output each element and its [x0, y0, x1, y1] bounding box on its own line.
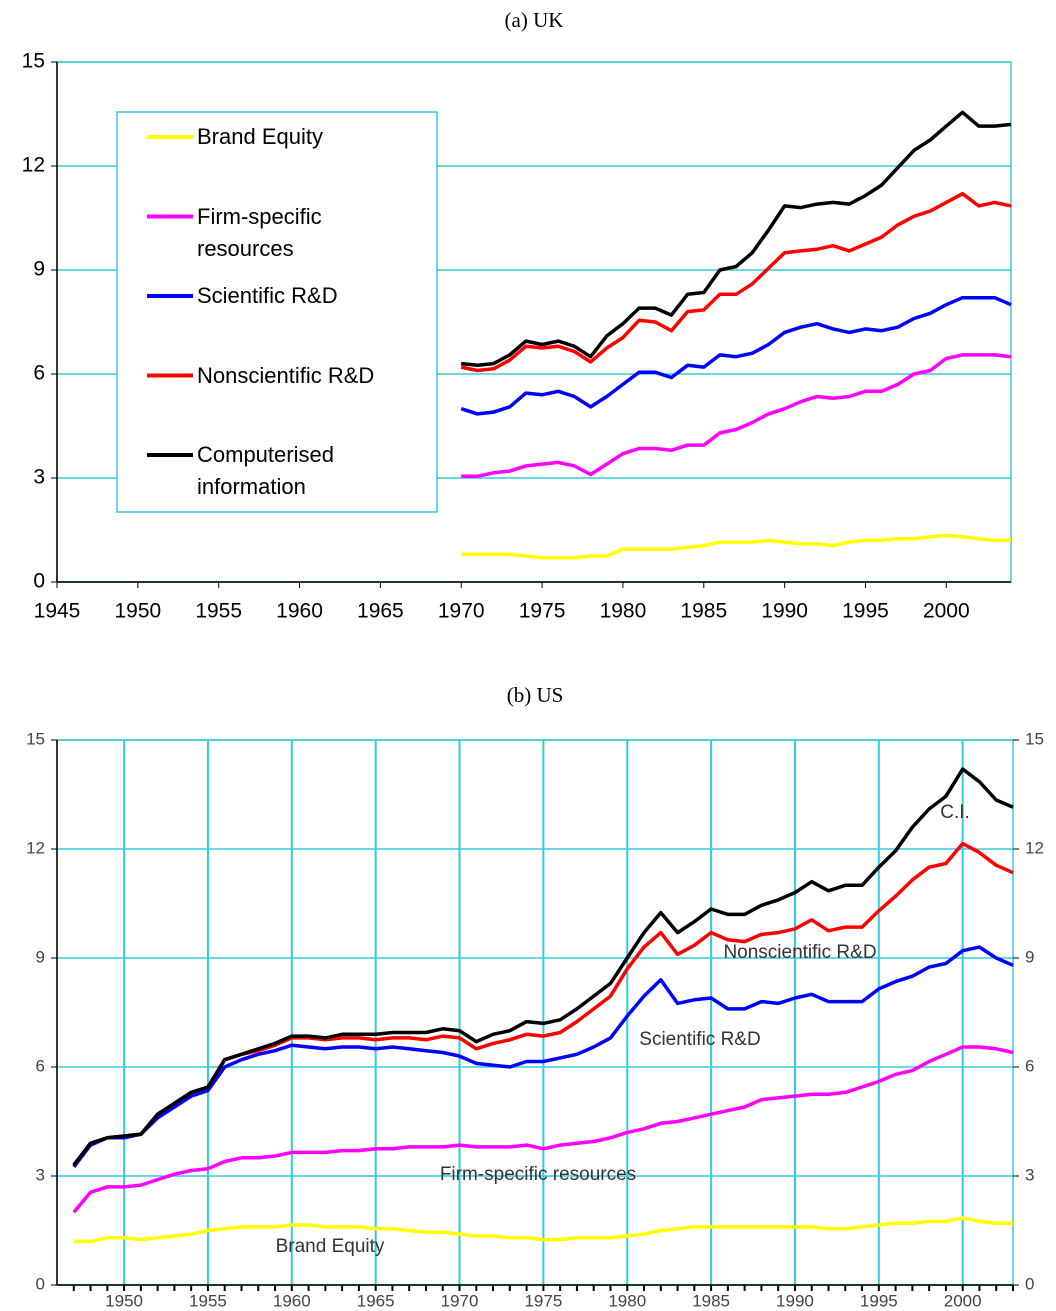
series-label: Firm-specific resources	[440, 1164, 636, 1185]
y-tick-label: 9	[36, 947, 45, 966]
legend-label: Firm-specific resources	[197, 203, 322, 261]
legend-label: Nonscientific R&D	[197, 362, 375, 388]
x-tick-label: 1985	[680, 600, 727, 623]
x-tick-label: 1975	[524, 1291, 562, 1310]
series-line	[72, 945, 1014, 1168]
y-tick-label: 0	[36, 1274, 45, 1293]
x-tick-label: 2000	[923, 600, 970, 623]
series-line	[72, 767, 1014, 1167]
legend-label: Scientific R&D	[197, 283, 338, 308]
y-tick-label: 15	[26, 729, 45, 748]
x-tick-label: 1975	[519, 600, 566, 623]
plot-area	[56, 739, 1014, 1286]
y2-tick-label: 6	[1025, 1056, 1034, 1075]
x-tick-label: 2000	[944, 1291, 982, 1310]
series-label: Scientific R&D	[639, 1029, 760, 1050]
x-tick-label: 1945	[34, 600, 81, 623]
x-tick-label: 1965	[357, 1291, 395, 1310]
series-line	[73, 1216, 1013, 1244]
x-tick-label: 1965	[357, 600, 404, 623]
series-label: C.I.	[940, 802, 970, 823]
y-tick-label: 6	[33, 362, 45, 385]
series-label: Brand Equity	[276, 1236, 385, 1257]
x-tick-label: 1950	[114, 600, 161, 623]
y-tick-label: 3	[33, 466, 45, 489]
x-tick-label: 1955	[189, 1291, 227, 1310]
x-tick-label: 1960	[276, 600, 323, 623]
y-tick-label: 15	[22, 50, 45, 73]
x-tick-label: 1990	[776, 1291, 814, 1310]
x-tick-label: 1985	[692, 1291, 730, 1310]
series-line	[460, 295, 1012, 416]
x-tick-label: 1960	[273, 1291, 311, 1310]
x-tick-label: 1980	[600, 600, 647, 623]
series-line	[72, 1045, 1014, 1214]
legend-label: Brand Equity	[197, 124, 323, 149]
series-label: Nonscientific R&D	[723, 942, 876, 963]
series-line	[460, 191, 1012, 373]
y2-tick-label: 12	[1025, 838, 1044, 857]
y2-tick-label: 9	[1025, 947, 1034, 966]
y-tick-label: 9	[33, 258, 45, 281]
legend-box	[116, 111, 438, 513]
x-tick-label: 1970	[438, 600, 485, 623]
y2-tick-label: 15	[1025, 729, 1044, 748]
x-tick-label: 1950	[105, 1291, 143, 1310]
y-tick-label: 6	[36, 1056, 45, 1075]
y-tick-label: 12	[26, 838, 45, 857]
y2-tick-label: 0	[1025, 1274, 1034, 1293]
y-tick-label: 12	[22, 154, 45, 177]
x-tick-label: 1970	[441, 1291, 479, 1310]
x-tick-label: 1995	[842, 600, 889, 623]
x-tick-label: 1990	[761, 600, 808, 623]
y-tick-label: 0	[33, 570, 45, 593]
legend-label: Computerised information	[197, 442, 334, 499]
x-tick-label: 1955	[195, 600, 242, 623]
x-tick-label: 1980	[608, 1291, 646, 1310]
series-line	[461, 533, 1011, 560]
x-tick-label: 1995	[860, 1291, 898, 1310]
series-line	[461, 110, 1012, 368]
chart-title: (b) US	[507, 683, 564, 707]
series-line	[461, 353, 1012, 479]
y-tick-label: 3	[36, 1165, 45, 1184]
chart-title: (a) UK	[505, 8, 564, 32]
y2-tick-label: 3	[1025, 1165, 1034, 1184]
